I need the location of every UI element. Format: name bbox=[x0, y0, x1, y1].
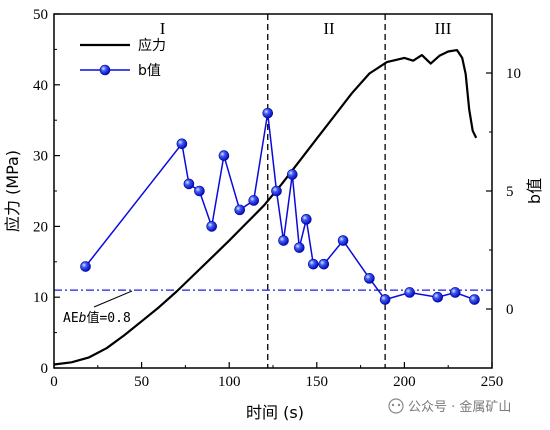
legend-stress-label: 应力 bbox=[138, 37, 166, 54]
x-tick-label: 150 bbox=[306, 374, 329, 390]
b-value-point bbox=[337, 235, 349, 246]
b-value-point bbox=[262, 107, 274, 119]
x-tick-label: 100 bbox=[218, 374, 241, 390]
b-value-point bbox=[404, 287, 415, 298]
right-y-axis-title: b值 bbox=[525, 178, 544, 204]
b-value-point bbox=[307, 258, 319, 270]
left-y-tick-label: 10 bbox=[33, 290, 48, 306]
left-y-tick-label: 40 bbox=[33, 78, 48, 94]
wechat-icon-eye-right bbox=[397, 403, 401, 407]
reference-annotation: AEb值=0.8 bbox=[63, 290, 133, 326]
b-value-point bbox=[318, 258, 330, 270]
x-tick-label: 0 bbox=[50, 374, 58, 390]
axis-ticks: 0 50 100 150 200 250 0 10 20 30 40 50 0 5 10 bbox=[33, 7, 521, 390]
b-value-point bbox=[234, 204, 246, 216]
region-label-3: III bbox=[434, 19, 451, 38]
left-y-axis-title: 应力 (MPa) bbox=[3, 150, 22, 232]
b-value-point bbox=[364, 273, 375, 284]
left-y-tick-label: 20 bbox=[33, 219, 48, 235]
b-value-point bbox=[218, 150, 230, 161]
wechat-icon-eye-left bbox=[391, 403, 395, 407]
stress-series-line bbox=[53, 48, 478, 366]
left-y-tick-label: 0 bbox=[41, 361, 49, 377]
b-value-point bbox=[183, 178, 195, 190]
b-value-series-line bbox=[84, 112, 475, 301]
legend-b-label: b值 bbox=[138, 63, 161, 79]
b-value-point bbox=[194, 185, 205, 197]
x-tick-label: 50 bbox=[134, 374, 149, 390]
b-value-points bbox=[80, 107, 480, 305]
left-y-tick-label: 50 bbox=[33, 7, 48, 23]
annotation-leader-line bbox=[93, 290, 133, 308]
b-value-point bbox=[449, 287, 461, 298]
b-value-point bbox=[432, 291, 443, 303]
watermark: 公众号 · 金属矿山 bbox=[388, 398, 511, 415]
b-value-point bbox=[248, 195, 260, 206]
right-y-tick-label: 0 bbox=[506, 302, 514, 318]
watermark-text: 公众号 · 金属矿山 bbox=[408, 399, 511, 415]
b-value-point bbox=[379, 294, 391, 305]
b-value-point bbox=[300, 214, 312, 225]
b-value-point bbox=[286, 169, 298, 180]
x-tick-label: 250 bbox=[481, 374, 504, 390]
wechat-icon bbox=[388, 398, 404, 414]
region-label-2: II bbox=[323, 19, 335, 38]
x-tick-label: 200 bbox=[393, 374, 416, 390]
b-value-point bbox=[293, 242, 305, 253]
b-value-point bbox=[206, 221, 217, 232]
b-value-point bbox=[271, 185, 282, 197]
annotation-text: AEb值=0.8 bbox=[63, 310, 131, 326]
right-y-tick-label: 5 bbox=[506, 184, 514, 200]
b-value-point bbox=[176, 138, 188, 150]
b-value-point bbox=[80, 261, 91, 272]
region-boundaries bbox=[267, 14, 386, 368]
b-value-point bbox=[469, 294, 480, 305]
right-y-tick-label: 10 bbox=[506, 66, 521, 82]
region-label-1: I bbox=[160, 19, 166, 38]
legend-b-marker bbox=[99, 64, 111, 76]
legend: 应力 b值 bbox=[80, 37, 166, 79]
x-axis-title: 时间 (s) bbox=[246, 403, 304, 422]
left-y-tick-label: 30 bbox=[33, 149, 48, 165]
b-value-point bbox=[278, 235, 289, 246]
